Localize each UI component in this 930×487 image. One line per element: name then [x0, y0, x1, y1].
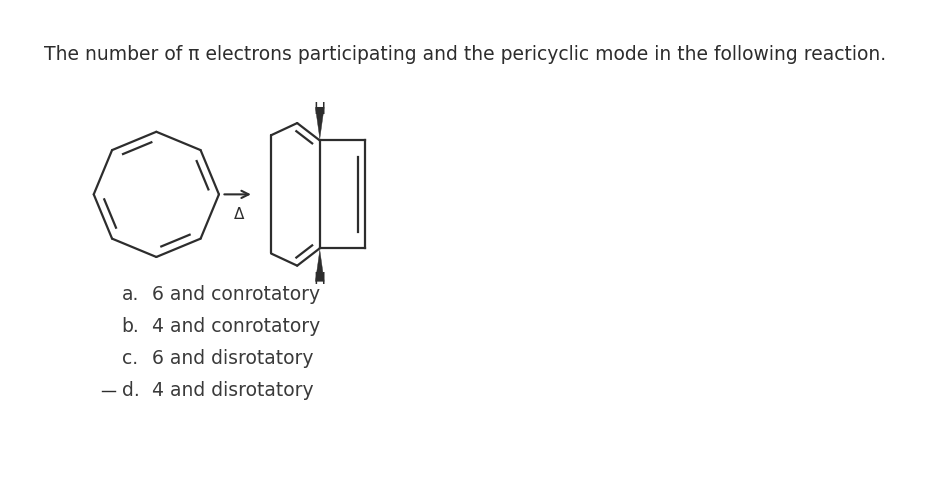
Text: 6 and disrotatory: 6 and disrotatory	[152, 349, 313, 368]
Text: Δ: Δ	[234, 206, 245, 222]
Text: 6 and conrotatory: 6 and conrotatory	[152, 285, 320, 304]
Polygon shape	[315, 250, 325, 281]
Polygon shape	[315, 108, 325, 139]
Text: d.: d.	[122, 381, 140, 400]
Text: H: H	[313, 272, 326, 286]
Text: 4 and conrotatory: 4 and conrotatory	[152, 317, 320, 336]
Text: b.: b.	[122, 317, 140, 336]
Text: 4 and disrotatory: 4 and disrotatory	[152, 381, 313, 400]
Text: The number of π electrons participating and the pericyclic mode in the following: The number of π electrons participating …	[44, 45, 886, 64]
Text: a.: a.	[122, 285, 139, 304]
Text: H: H	[313, 102, 326, 117]
Text: c.: c.	[122, 349, 138, 368]
